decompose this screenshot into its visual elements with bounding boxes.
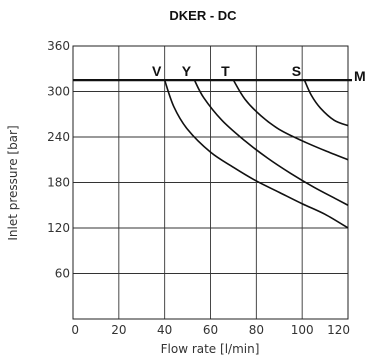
y-tick-label-360: 360 bbox=[47, 39, 70, 53]
grid bbox=[73, 46, 348, 319]
x-tick-label-60: 60 bbox=[203, 323, 218, 337]
curve-label-Y: Y bbox=[182, 63, 192, 79]
y-tick-label-240: 240 bbox=[47, 130, 70, 144]
curve-V bbox=[163, 79, 349, 229]
y-tick-label-60: 60 bbox=[55, 267, 70, 281]
curve-Y bbox=[193, 79, 349, 206]
curve-label-V: V bbox=[152, 63, 162, 79]
x-tick-label-80: 80 bbox=[249, 323, 264, 337]
curve-S bbox=[303, 79, 349, 127]
tick-labels: 0 20 40 60 80 100 120 60 120 180 240 300 360 bbox=[47, 39, 350, 337]
curves bbox=[73, 79, 352, 229]
chart-title: DKER - DC bbox=[169, 8, 237, 23]
x-tick-label-20: 20 bbox=[111, 323, 126, 337]
y-tick-label-180: 180 bbox=[47, 176, 70, 190]
x-tick-label-40: 40 bbox=[157, 323, 172, 337]
y-tick-label-300: 300 bbox=[47, 85, 70, 99]
x-tick-label-0: 0 bbox=[71, 323, 79, 337]
x-tick-label-100: 100 bbox=[291, 323, 314, 337]
curve-label-S: S bbox=[292, 63, 301, 79]
max-pressure-label: M bbox=[354, 68, 366, 84]
plot-frame bbox=[72, 45, 349, 320]
x-axis-label: Flow rate [l/min] bbox=[161, 342, 260, 356]
x-tick-label-120: 120 bbox=[327, 323, 350, 337]
y-axis-label: Inlet pressure [bar] bbox=[6, 125, 20, 240]
curve-T bbox=[232, 79, 349, 161]
y-tick-label-120: 120 bbox=[47, 221, 70, 235]
curve-label-T: T bbox=[221, 63, 230, 79]
